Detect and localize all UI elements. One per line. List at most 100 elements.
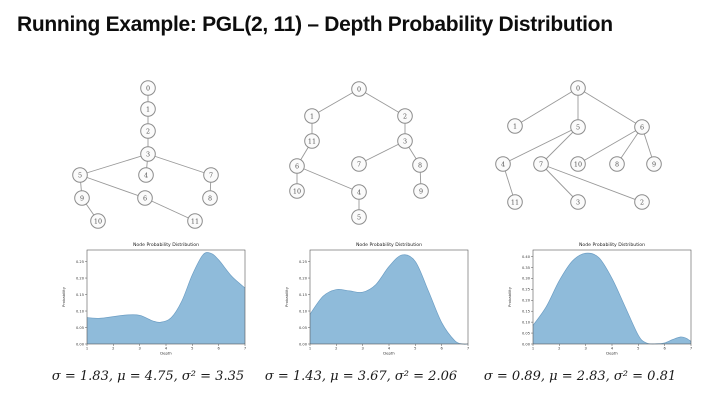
tree-node-0: 0 <box>570 80 586 96</box>
tree-node-1: 1 <box>507 118 523 134</box>
depth-distribution-chart-3: 0.00 0.05 0.10 0.15 0.20 0.25 0.30 0.35 0.40 1 2 3 4… <box>507 242 692 356</box>
tree-node-label: 9 <box>652 160 656 168</box>
tree-node-11: 11 <box>304 133 320 149</box>
tree-node-circle <box>570 80 586 96</box>
tree-node-label: 11 <box>191 217 199 225</box>
tree-node-circle <box>90 213 106 229</box>
tree-node-0: 0 <box>140 80 156 96</box>
tree-edge <box>79 174 146 199</box>
x-tick-label: 7 <box>690 347 692 351</box>
chart-title: Node Probability Distribution <box>579 242 645 248</box>
stats-formula-3: σ = 0.89, μ = 2.83, σ² = 0.81 <box>483 369 677 384</box>
tree-node-label: 7 <box>357 160 361 168</box>
tree-node-label: 4 <box>357 188 361 196</box>
depth-distribution-chart-2: 0.00 0.05 0.10 0.15 0.20 0.25 1 2 3 4 5 6 7 Node Prob… <box>284 242 469 356</box>
tree-node-label: 3 <box>146 150 150 158</box>
tree-node-4: 4 <box>138 167 154 183</box>
tree-node-circle <box>74 190 90 206</box>
tree-node-3: 3 <box>570 194 586 210</box>
x-tick-label: 6 <box>441 347 444 351</box>
tree-node-10: 10 <box>570 156 586 172</box>
tree-node-label: 2 <box>146 127 150 135</box>
x-tick-label: 6 <box>218 347 221 351</box>
stats-formula-2: σ = 1.43, μ = 3.67, σ² = 2.06 <box>264 369 458 384</box>
tree-node-2: 2 <box>140 123 156 139</box>
tree-node-circle <box>397 108 413 124</box>
x-tick-label: 1 <box>86 347 88 351</box>
y-tick-label: 0.05 <box>522 331 530 335</box>
tree-node-circle <box>140 123 156 139</box>
y-tick-label: 0.10 <box>522 320 531 324</box>
tree-node-circle <box>412 157 428 173</box>
tree-node-circle <box>137 190 153 206</box>
density-curve <box>86 252 246 323</box>
tree-node-label: 1 <box>513 122 517 130</box>
tree-node-circle <box>140 80 156 96</box>
tree-node-label: 8 <box>418 161 422 169</box>
tree-node-9: 9 <box>413 183 429 199</box>
slide-title: Running Example: PGL(2, 11) – Depth Prob… <box>17 13 613 36</box>
tree-node-circle <box>202 190 218 206</box>
stats-formula-1: σ = 1.83, μ = 4.75, σ² = 3.35 <box>51 369 245 384</box>
y-tick-label: 0.00 <box>76 342 85 346</box>
tree-node-6: 6 <box>634 119 650 135</box>
tree-node-circle <box>413 183 429 199</box>
tree-node-circle <box>351 156 367 172</box>
tree-node-circle <box>138 167 154 183</box>
tree-node-label: 6 <box>295 162 299 170</box>
depth-distribution-chart-1: 0.00 0.05 0.10 0.15 0.20 0.25 1 2 3 4 5 6 7 Node Prob… <box>61 242 246 356</box>
tree-node-circle <box>609 156 625 172</box>
tree-node-label: 4 <box>501 160 505 168</box>
tree-node-circle <box>304 108 320 124</box>
x-tick-label: 5 <box>191 347 193 351</box>
tree-edge <box>79 153 149 176</box>
tree-node-3: 3 <box>140 146 156 162</box>
density-curve <box>309 254 469 345</box>
tree-node-circle <box>351 209 367 225</box>
spanning-tree-graph-2: 0 1 2 11 3 6 7 8 10 4 9 5 <box>289 81 429 225</box>
tree-node-label: 3 <box>576 198 580 206</box>
tree-node-label: 5 <box>78 171 82 179</box>
tree-node-label: 8 <box>615 160 619 168</box>
y-tick-label: 0.15 <box>299 293 307 297</box>
tree-node-circle <box>570 156 586 172</box>
y-tick-label: 0.25 <box>76 260 84 264</box>
y-tick-label: 0.00 <box>299 342 308 346</box>
tree-node-circle <box>203 167 219 183</box>
x-tick-label: 2 <box>112 347 114 351</box>
tree-node-5: 5 <box>72 167 88 183</box>
tree-node-label: 4 <box>144 171 148 179</box>
y-tick-label: 0.10 <box>299 309 308 313</box>
tree-edge <box>144 197 196 222</box>
tree-node-9: 9 <box>646 156 662 172</box>
x-tick-label: 3 <box>362 347 364 351</box>
y-tick-label: 0.25 <box>299 260 307 264</box>
tree-node-label: 11 <box>511 198 519 206</box>
x-axis-label: Depth <box>606 351 618 356</box>
tree-node-label: 0 <box>357 85 361 93</box>
tree-edge <box>577 126 643 165</box>
tree-edge <box>311 88 360 117</box>
y-tick-label: 0.00 <box>522 342 531 346</box>
tree-node-label: 9 <box>419 187 423 195</box>
density-area <box>87 252 245 344</box>
tree-node-label: 0 <box>576 84 580 92</box>
y-tick-label: 0.35 <box>522 266 530 270</box>
x-tick-label: 3 <box>585 347 587 351</box>
y-tick-label: 0.30 <box>522 277 531 281</box>
tree-node-0: 0 <box>351 81 367 97</box>
tree-node-label: 10 <box>574 160 582 168</box>
x-tick-label: 4 <box>611 347 614 351</box>
density-curve <box>532 252 692 345</box>
tree-node-circle <box>397 133 413 149</box>
y-tick-label: 0.10 <box>76 309 85 313</box>
tree-node-circle <box>634 119 650 135</box>
spanning-tree-graph-1: 0 1 2 3 5 4 7 9 6 8 10 11 <box>72 80 219 229</box>
tree-edge <box>540 163 579 203</box>
tree-node-label: 10 <box>293 187 301 195</box>
y-tick-label: 0.40 <box>522 255 531 259</box>
x-tick-label: 4 <box>165 347 168 351</box>
tree-node-circle <box>634 194 650 210</box>
x-tick-label: 1 <box>309 347 311 351</box>
